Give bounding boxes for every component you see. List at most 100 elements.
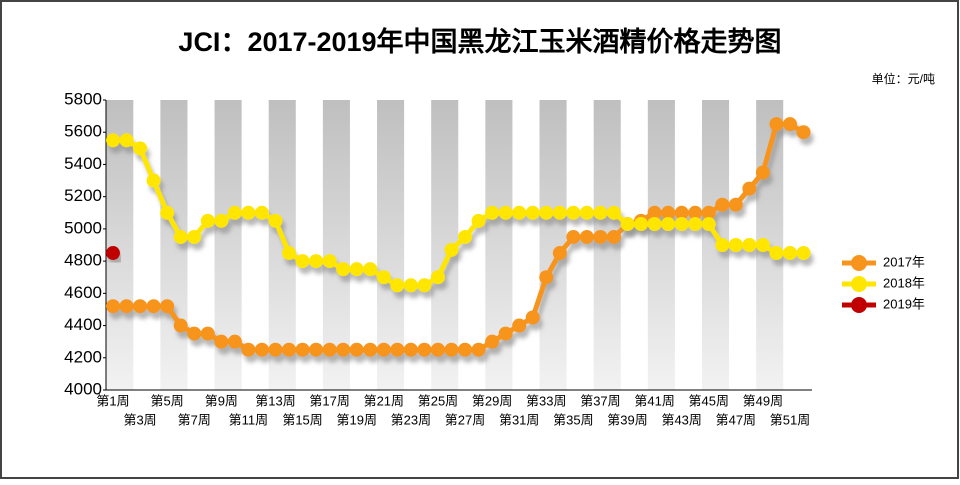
point bbox=[620, 217, 635, 232]
point bbox=[309, 342, 324, 357]
x-tick-label: 第37周 bbox=[580, 393, 620, 408]
point bbox=[214, 334, 229, 349]
y-tick-label: 4800 bbox=[64, 251, 102, 270]
stripe bbox=[539, 100, 567, 390]
point bbox=[701, 205, 716, 220]
y-tick-label: 4600 bbox=[64, 283, 102, 302]
point bbox=[282, 246, 297, 261]
x-tick-label: 第19周 bbox=[336, 412, 376, 427]
point bbox=[485, 205, 500, 220]
legend-label: 2017年 bbox=[883, 254, 925, 269]
point bbox=[458, 342, 473, 357]
point bbox=[241, 342, 256, 357]
x-tick-label: 第51周 bbox=[770, 412, 810, 427]
point bbox=[106, 246, 120, 261]
point bbox=[336, 262, 351, 277]
point bbox=[715, 197, 730, 212]
point bbox=[146, 299, 161, 314]
chart-title: JCI：2017-2019年中国黑龙江玉米酒精价格走势图 bbox=[178, 26, 781, 57]
stripe bbox=[268, 100, 296, 390]
x-tick-label: 第43周 bbox=[661, 412, 701, 427]
legend-swatch bbox=[851, 276, 867, 292]
point bbox=[363, 342, 378, 357]
point bbox=[634, 217, 649, 232]
point bbox=[525, 310, 540, 325]
point bbox=[187, 326, 202, 341]
x-tick-label: 第25周 bbox=[418, 393, 458, 408]
point bbox=[755, 165, 770, 180]
point bbox=[268, 213, 283, 228]
y-tick-label: 4000 bbox=[64, 379, 102, 398]
point bbox=[282, 342, 297, 357]
point bbox=[796, 125, 811, 140]
x-tick-label: 第33周 bbox=[526, 393, 566, 408]
point bbox=[322, 254, 337, 269]
y-tick-label: 5600 bbox=[64, 122, 102, 141]
y-tick-label: 5800 bbox=[64, 89, 102, 108]
point bbox=[525, 205, 540, 220]
y-tick-label: 4200 bbox=[64, 347, 102, 366]
y-tick-label: 5400 bbox=[64, 154, 102, 173]
y-tick-label: 5200 bbox=[64, 186, 102, 205]
point bbox=[390, 342, 405, 357]
point bbox=[119, 299, 134, 314]
point bbox=[796, 246, 811, 261]
unit-label: 单位：元/吨 bbox=[872, 71, 935, 86]
x-tick-label: 第45周 bbox=[689, 393, 729, 408]
point bbox=[661, 217, 676, 232]
point bbox=[742, 181, 757, 196]
x-tick-label: 第31周 bbox=[499, 412, 539, 427]
x-tick-label: 第39周 bbox=[607, 412, 647, 427]
point bbox=[187, 229, 202, 244]
point bbox=[728, 238, 743, 252]
point bbox=[430, 342, 445, 357]
x-tick-label: 第11周 bbox=[229, 412, 269, 427]
point bbox=[336, 342, 351, 357]
y-tick-label: 5000 bbox=[64, 218, 102, 237]
point bbox=[688, 217, 703, 232]
x-tick-label: 第27周 bbox=[445, 412, 485, 427]
point bbox=[661, 205, 676, 220]
point bbox=[444, 242, 459, 257]
point bbox=[688, 205, 703, 220]
point bbox=[173, 318, 188, 333]
point bbox=[783, 246, 797, 261]
point bbox=[133, 141, 148, 156]
point bbox=[173, 229, 188, 244]
point bbox=[579, 229, 594, 244]
point bbox=[106, 299, 120, 314]
x-tick-label: 第21周 bbox=[364, 393, 404, 408]
x-tick-label: 第13周 bbox=[255, 393, 295, 408]
point bbox=[539, 270, 554, 285]
point bbox=[214, 213, 229, 228]
point bbox=[552, 205, 567, 220]
stripe bbox=[322, 100, 350, 390]
point bbox=[512, 205, 527, 220]
legend-label: 2018年 bbox=[883, 275, 925, 290]
point bbox=[363, 262, 378, 277]
point bbox=[606, 205, 621, 220]
point bbox=[403, 278, 418, 293]
point bbox=[701, 217, 716, 232]
point bbox=[471, 213, 486, 228]
point bbox=[498, 326, 513, 341]
x-tick-label: 第41周 bbox=[634, 393, 674, 408]
point bbox=[566, 205, 581, 220]
point bbox=[227, 334, 242, 349]
point bbox=[552, 246, 567, 261]
point bbox=[349, 262, 364, 277]
point bbox=[133, 299, 148, 314]
point bbox=[390, 278, 405, 293]
legend-swatch bbox=[851, 255, 867, 271]
point bbox=[647, 205, 662, 220]
point bbox=[458, 229, 473, 244]
x-tick-label: 第7周 bbox=[178, 412, 211, 427]
point bbox=[728, 197, 743, 212]
point bbox=[512, 318, 527, 333]
point bbox=[783, 117, 797, 132]
x-tick-label: 第17周 bbox=[309, 393, 349, 408]
point bbox=[349, 342, 364, 357]
x-tick-label: 第23周 bbox=[391, 412, 431, 427]
point bbox=[471, 342, 486, 357]
x-tick-label: 第3周 bbox=[123, 412, 156, 427]
